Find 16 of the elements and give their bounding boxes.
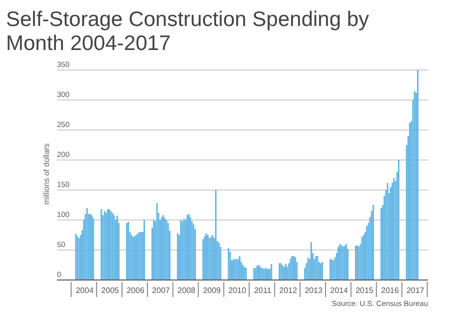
x-tick-label: 2013 xyxy=(304,286,324,295)
chart-title: Self-Storage Construction Spending by Month 2004-2017 xyxy=(6,8,370,55)
y-axis-title: millions of dollars xyxy=(42,143,51,205)
x-tick-label: 2010 xyxy=(228,286,247,295)
x-tick-label: 2015 xyxy=(356,286,374,295)
x-tick-label: 2017 xyxy=(406,286,425,295)
x-tick-label: 2014 xyxy=(330,286,348,295)
x-tick-label: 2005 xyxy=(101,286,120,295)
x-tick-label: 2011 xyxy=(254,286,272,295)
x-tick-label: 2006 xyxy=(126,286,145,295)
x-tick-label: 2016 xyxy=(381,286,400,295)
x-tick-label: 2007 xyxy=(152,286,170,295)
x-tick-label: 2004 xyxy=(76,286,94,295)
x-tick-label: 2008 xyxy=(178,286,196,295)
x-tick-label: 2012 xyxy=(279,286,298,295)
x-tick-label: 2009 xyxy=(202,286,222,295)
